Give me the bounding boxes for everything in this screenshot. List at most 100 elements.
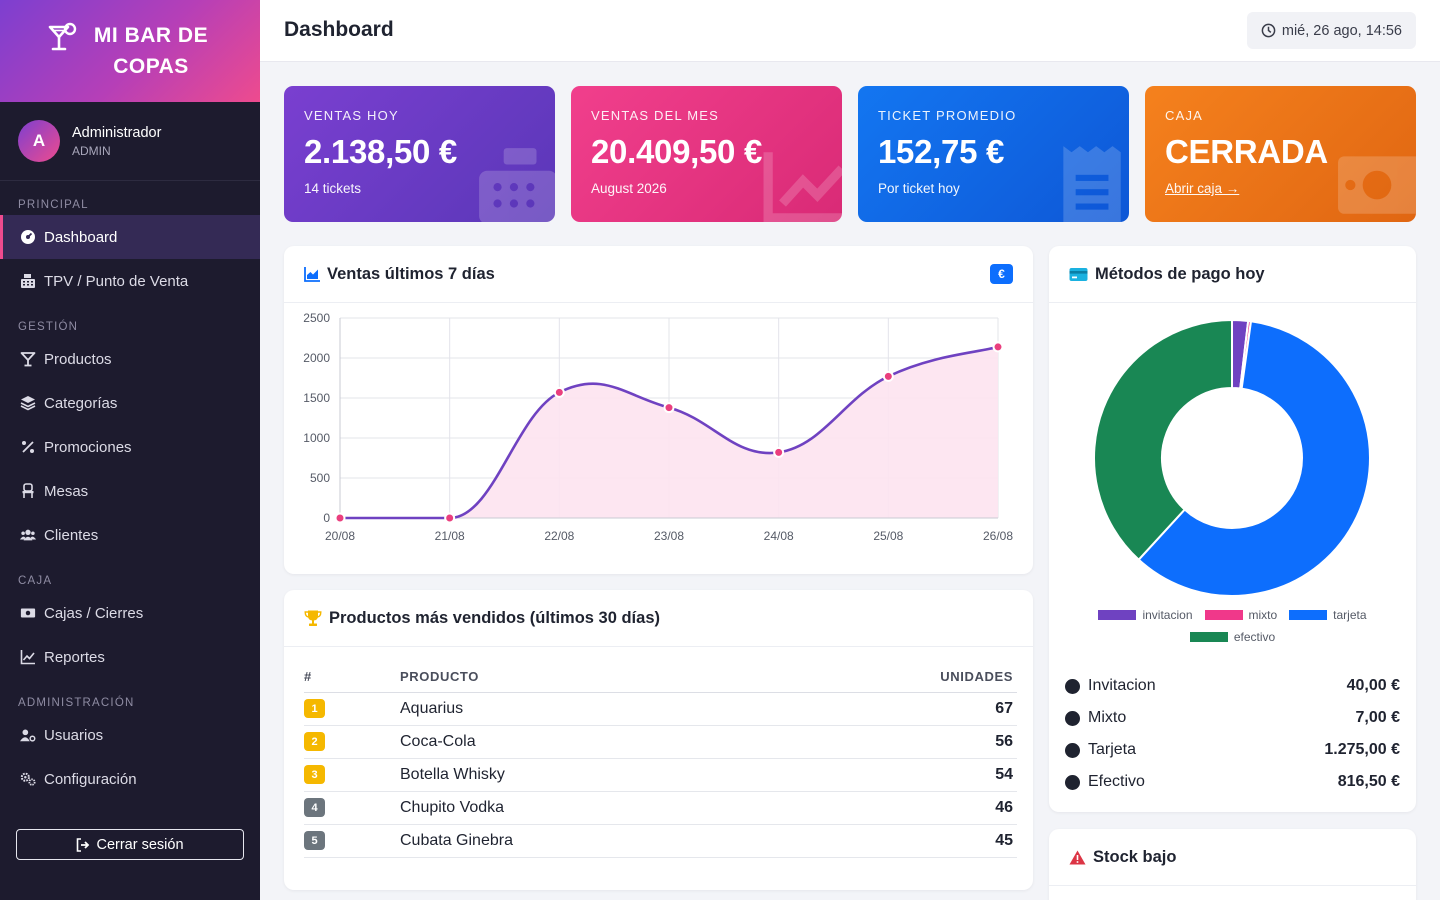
table-row[interactable]: 5 Cubata Ginebra 45 [304, 824, 1017, 858]
top-header: Dashboard mié, 26 ago, 14:56 [260, 0, 1440, 62]
sidebar-item-label: Productos [44, 350, 112, 368]
chart-legend: invitacion mixto tarjeta [1049, 608, 1416, 622]
x-tick-label: 25/08 [873, 529, 903, 543]
sidebar-item-usuarios[interactable]: Usuarios [0, 713, 260, 757]
list-item: Efectivo 816,50 € [1065, 766, 1400, 798]
stat-card-ventas-mes: VENTAS DEL MES 20.409,50 € August 2026 [571, 86, 842, 222]
product-name: Cubata Ginebra [400, 824, 768, 858]
legend-swatch [1204, 610, 1243, 620]
avatar: A [18, 120, 60, 162]
table-row[interactable]: 3 Botella Whisky 54 [304, 758, 1017, 792]
donut-slice-tarjeta[interactable] [1137, 320, 1371, 597]
legend-swatch [1189, 632, 1228, 642]
card-header: Productos más vendidos (últimos 30 días) [284, 590, 1033, 647]
rank-cell: 3 [304, 758, 400, 792]
legend-item[interactable]: mixto [1204, 608, 1277, 622]
sidebar-item-configuracion[interactable]: Configuración [0, 757, 260, 801]
top-products-table: # PRODUCTO UNIDADES 1 Aquarius 67 2 Coca-Col… [304, 662, 1017, 858]
x-tick-label: 24/08 [764, 529, 794, 543]
sidebar-item-clientes[interactable]: Clientes [0, 513, 260, 557]
sidebar-item-label: Clientes [44, 526, 99, 544]
legend-label: invitacion [1142, 608, 1193, 622]
sidebar-item-productos[interactable]: Productos [0, 337, 260, 381]
column-header-product: PRODUCTO [400, 662, 768, 693]
users-icon [20, 527, 36, 543]
table-row[interactable]: 1 Aquarius 67 [304, 692, 1017, 726]
product-units: 67 [767, 692, 1017, 726]
product-name: Aquarius [400, 692, 768, 726]
data-point[interactable] [663, 402, 675, 414]
data-point[interactable] [553, 386, 565, 398]
donut-slice-efectivo[interactable] [1093, 318, 1233, 562]
column-header-units: UNIDADES [767, 662, 1017, 693]
sidebar-item-label: Cajas / Cierres [44, 604, 144, 622]
bullet-icon [1065, 710, 1080, 726]
sidebar-item-cajas[interactable]: Cajas / Cierres [0, 591, 260, 635]
payment-method-name: Efectivo [1088, 773, 1145, 790]
product-units: 56 [767, 725, 1017, 759]
product-name: Coca-Cola [400, 725, 768, 759]
payment-method-name: Tarjeta [1088, 741, 1137, 758]
sidebar-item-dashboard[interactable]: Dashboard [0, 215, 260, 259]
legend-label: efectivo [1233, 630, 1276, 644]
logout-button[interactable]: Cerrar sesión [16, 829, 244, 860]
low-stock-card: Stock bajo [1049, 829, 1416, 900]
stat-label: TICKET PROMEDIO [878, 108, 1017, 123]
legend-label: tarjeta [1333, 608, 1367, 622]
brand-name: MI BAR DE COPAS [93, 24, 209, 78]
open-cash-link[interactable]: Abrir caja → [1165, 181, 1240, 196]
table-row[interactable]: 4 Chupito Vodka 46 [304, 791, 1017, 825]
sidebar-item-label: TPV / Punto de Venta [44, 272, 189, 290]
layers-icon [20, 395, 36, 411]
data-point[interactable] [992, 341, 1004, 353]
list-item: Invitacion 40,00 € [1065, 670, 1400, 702]
money-bill-icon [20, 605, 36, 621]
table-header-row: # PRODUCTO UNIDADES [304, 662, 1017, 693]
product-name: Botella Whisky [400, 758, 768, 792]
table-row[interactable]: 2 Coca-Cola 56 [304, 725, 1017, 759]
sidebar-item-label: Categorías [44, 394, 118, 412]
stat-card-ticket-promedio: TICKET PROMEDIO 152,75 € Por ticket hoy [858, 86, 1129, 222]
user-gear-icon [20, 727, 36, 743]
gauge-icon [20, 229, 36, 245]
x-tick-label: 20/08 [325, 529, 355, 543]
stat-sub: Por ticket hoy [878, 181, 960, 196]
cash-register-icon [20, 273, 36, 289]
sidebar-item-label: Configuración [44, 770, 137, 788]
sidebar-item-mesas[interactable]: Mesas [0, 469, 260, 513]
sidebar-item-categorias[interactable]: Categorías [0, 381, 260, 425]
currency-badge[interactable]: € [990, 264, 1013, 284]
sidebar-item-label: Usuarios [44, 726, 104, 744]
sidebar-item-promociones[interactable]: Promociones [0, 425, 260, 469]
trophy-icon [304, 610, 322, 626]
data-point[interactable] [773, 446, 785, 458]
data-point[interactable] [444, 512, 456, 524]
rank-badge: 5 [304, 831, 325, 851]
rank-badge: 3 [304, 765, 325, 785]
brand-header[interactable]: MI BAR DE COPAS [0, 0, 260, 102]
card-title: Ventas últimos 7 días [327, 264, 495, 283]
payment-donut-chart[interactable] [1049, 308, 1416, 608]
y-tick-label: 0 [323, 511, 330, 525]
card-title: Stock bajo [1093, 847, 1177, 866]
payment-method-amount: 7,00 € [1355, 709, 1400, 726]
legend-item[interactable]: invitacion [1098, 608, 1193, 622]
product-units: 46 [767, 791, 1017, 825]
data-point[interactable] [882, 370, 894, 382]
section-caja: CAJA [18, 575, 53, 587]
data-point[interactable] [334, 512, 346, 524]
area-chart-icon [304, 267, 320, 282]
user-panel: A Administrador ADMIN [0, 102, 260, 181]
payment-method-amount: 40,00 € [1346, 677, 1400, 694]
top-products-card: Productos más vendidos (últimos 30 días)… [284, 590, 1033, 890]
sidebar-item-reportes[interactable]: Reportes [0, 635, 260, 679]
y-tick-label: 500 [310, 471, 330, 485]
sales-line-chart[interactable]: 0 500 1000 1500 2000 2500 20/08 21/08 22/08 23/08… [284, 303, 1033, 574]
legend-item[interactable]: efectivo [1189, 630, 1276, 644]
sales-chart-card: Ventas últimos 7 días € 0 500 1000 1500 2000… [284, 246, 1033, 574]
list-item: Mixto 7,00 € [1065, 702, 1400, 734]
y-tick-label: 1500 [303, 391, 330, 405]
sidebar-item-tpv[interactable]: TPV / Punto de Venta [0, 259, 260, 303]
y-tick-label: 2000 [303, 351, 330, 365]
legend-item[interactable]: tarjeta [1289, 608, 1367, 622]
